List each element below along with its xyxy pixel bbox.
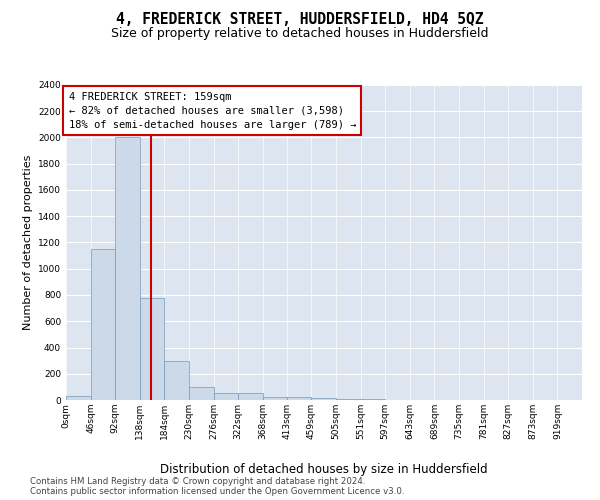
Bar: [214, 394, 238, 400]
Bar: [164, 360, 189, 400]
Bar: [311, 398, 336, 400]
Text: Size of property relative to detached houses in Huddersfield: Size of property relative to detached ho…: [111, 28, 489, 40]
Text: Contains HM Land Registry data © Crown copyright and database right 2024.: Contains HM Land Registry data © Crown c…: [30, 477, 365, 486]
Bar: [287, 396, 311, 400]
Text: Distribution of detached houses by size in Huddersfield: Distribution of detached houses by size …: [160, 462, 488, 475]
Bar: [66, 396, 91, 400]
Text: 4, FREDERICK STREET, HUDDERSFIELD, HD4 5QZ: 4, FREDERICK STREET, HUDDERSFIELD, HD4 5…: [116, 12, 484, 28]
Y-axis label: Number of detached properties: Number of detached properties: [23, 155, 32, 330]
Bar: [140, 298, 164, 400]
Bar: [91, 249, 115, 400]
Bar: [238, 394, 263, 400]
Bar: [189, 387, 214, 400]
Bar: [115, 138, 140, 400]
Text: Contains public sector information licensed under the Open Government Licence v3: Contains public sector information licen…: [30, 487, 404, 496]
Text: 4 FREDERICK STREET: 159sqm
← 82% of detached houses are smaller (3,598)
18% of s: 4 FREDERICK STREET: 159sqm ← 82% of deta…: [68, 92, 356, 130]
Bar: [263, 396, 287, 400]
Bar: [336, 398, 361, 400]
